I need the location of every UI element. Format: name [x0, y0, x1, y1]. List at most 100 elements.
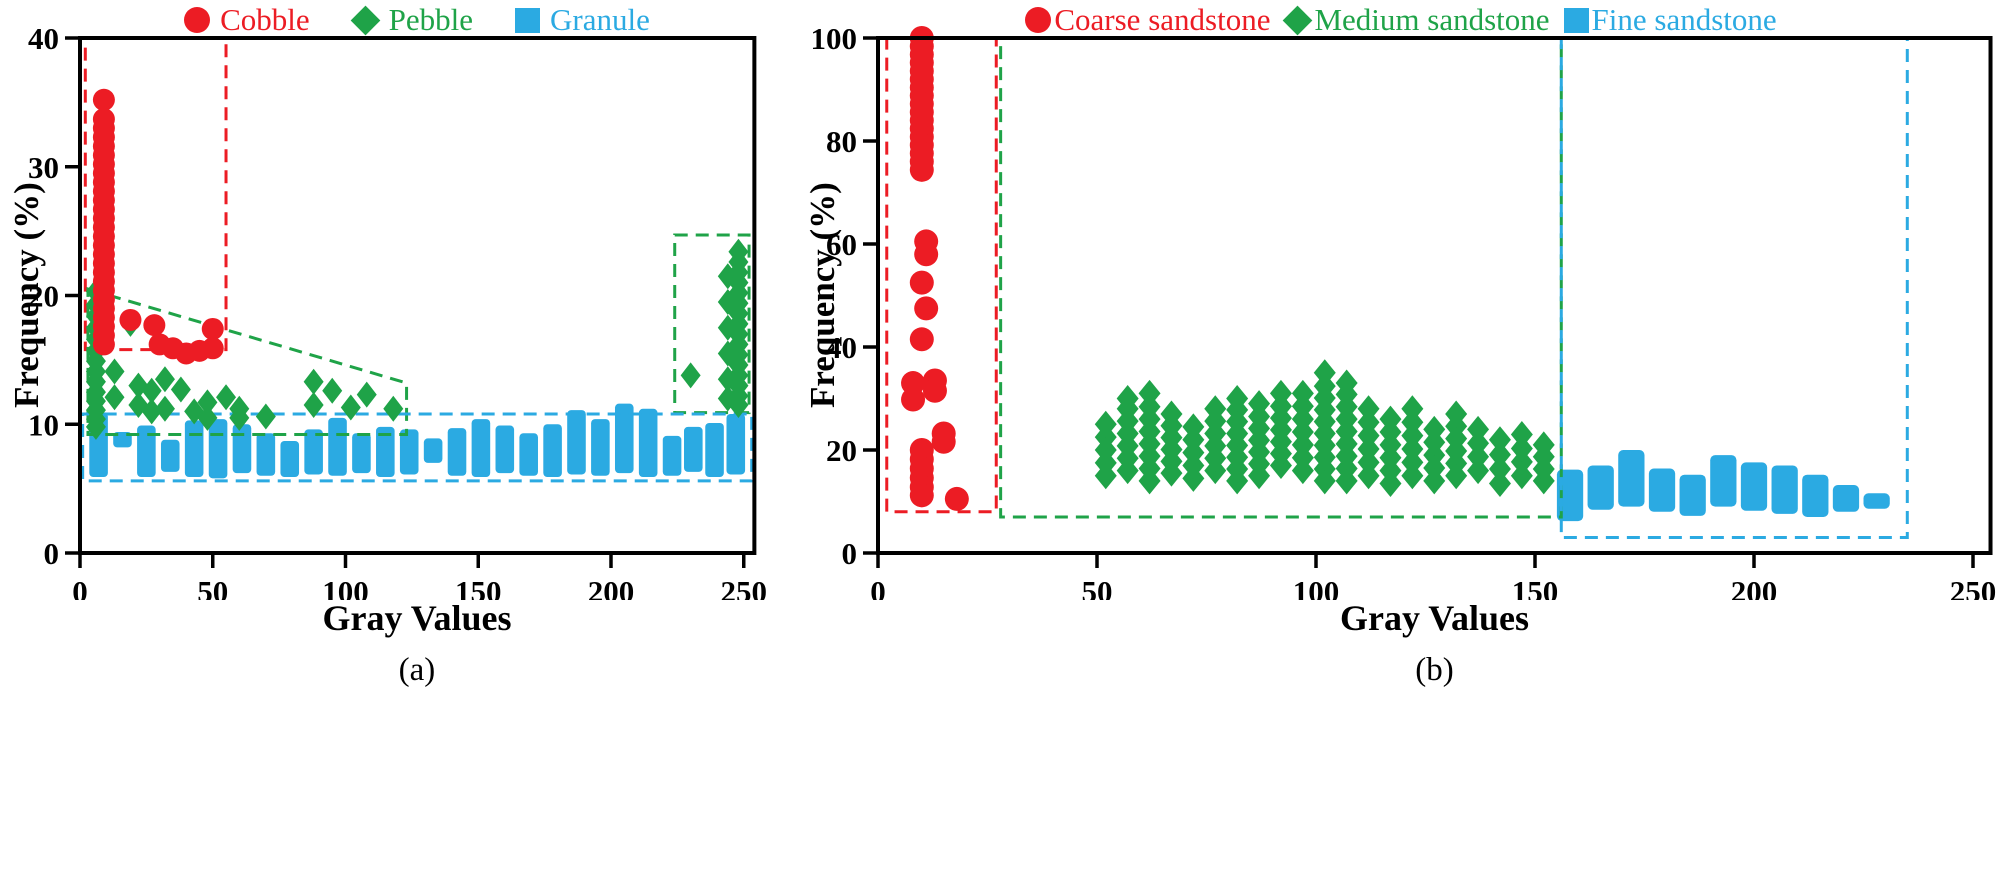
y-tick-label: 60	[826, 227, 857, 262]
diamond-marker	[141, 398, 162, 425]
diamond-marker	[680, 362, 701, 389]
ticks-layer: 0 50 100 150 200 250 0 10 20 30 40	[28, 21, 767, 600]
diamond-marker	[154, 366, 175, 393]
circle-marker	[901, 371, 926, 396]
diamond-marker	[1138, 379, 1161, 407]
circle-marker	[119, 308, 142, 331]
chart-a-plot: 0 50 100 150 200 250 0 10 20 30 40	[28, 21, 767, 600]
regions-layer	[81, 36, 754, 483]
diamond-marker	[303, 368, 324, 395]
y-tick-label: 100	[811, 21, 858, 56]
diamond-marker	[1226, 385, 1249, 412]
bar-marker	[1740, 462, 1768, 511]
x-tick-label: 0	[72, 574, 88, 600]
diamond-marker	[383, 395, 404, 422]
y-tick-label: 20	[28, 279, 59, 314]
diamond-marker	[197, 389, 218, 416]
diamond-marker	[1094, 410, 1117, 438]
diamond-marker	[1532, 431, 1555, 459]
diamond-marker	[85, 413, 106, 440]
granule-square-icon	[515, 7, 541, 33]
fine-sandstone-square-icon	[1563, 7, 1589, 33]
bar-marker	[423, 438, 443, 463]
legend-label-pebble: Pebble	[388, 2, 474, 37]
bar-marker	[184, 420, 204, 478]
x-axis-title-b: Gray Values	[1339, 598, 1530, 638]
diamond-marker	[1335, 369, 1358, 397]
legend-item-fine-sandstone: Fine sandstone	[1563, 3, 1777, 37]
x-tick-label: 50	[1082, 574, 1113, 600]
bar-marker	[1618, 450, 1645, 507]
plot-frame	[876, 36, 1993, 555]
y-tick-label: 30	[28, 150, 59, 185]
circle-marker	[914, 296, 939, 321]
diamond-marker	[1182, 413, 1205, 441]
circle-marker	[201, 317, 224, 340]
legend-b: Coarse sandstone Medium sandstone Fine s…	[806, 2, 1996, 38]
x-tick-label: 250	[721, 574, 768, 600]
diamond-marker	[1204, 395, 1227, 423]
bar-marker	[208, 419, 228, 479]
y-tick-label: 10	[28, 407, 59, 442]
diamond-marker	[170, 376, 191, 403]
diamond-marker	[255, 403, 276, 430]
circle-marker	[944, 486, 969, 511]
bar-marker	[495, 425, 515, 474]
diamond-marker	[1467, 415, 1490, 443]
bar-marker	[471, 419, 491, 478]
legend-label-cobble: Cobble	[220, 2, 310, 37]
bar-marker	[328, 417, 347, 476]
legend-a: Cobble Pebble Granule	[80, 2, 754, 38]
bar-marker	[591, 419, 610, 476]
x-tick-label: 100	[1293, 574, 1340, 600]
diamond-marker	[1467, 429, 1490, 457]
legend-label-coarse-sandstone: Coarse sandstone	[1054, 2, 1271, 37]
ticks-layer: 0 50 100 150 200 250 0 20 40 60 80 100	[811, 21, 1997, 600]
diamond-marker	[1313, 359, 1336, 387]
diamond-marker	[1467, 457, 1490, 485]
bar-marker	[543, 424, 562, 478]
bar-marker	[567, 410, 586, 475]
y-tick-label: 0	[842, 536, 858, 571]
circle-marker	[201, 337, 224, 360]
subplot-label-b: (b)	[1415, 652, 1454, 688]
bar-marker	[256, 433, 276, 476]
bar-marker	[1556, 469, 1584, 522]
granule-region	[81, 412, 754, 483]
pebble-region	[86, 287, 409, 437]
diamond-marker	[1488, 469, 1511, 497]
circle-marker	[909, 157, 934, 182]
bar-marker	[232, 424, 252, 474]
bar-marker	[1648, 468, 1676, 512]
circle-marker	[931, 429, 956, 454]
bars-layer	[89, 403, 746, 479]
bar-marker	[1802, 474, 1829, 517]
bar-marker	[1832, 485, 1860, 512]
legend-item-granule: Granule	[515, 3, 650, 37]
x-axis-title-a: Gray Values	[322, 598, 512, 638]
bar-marker	[726, 413, 746, 475]
circle-marker	[92, 333, 115, 356]
circle-layer	[92, 88, 224, 365]
bar-marker	[304, 429, 323, 475]
diamond-marker	[229, 404, 250, 431]
y-tick-label: 80	[826, 124, 857, 159]
diamond-marker	[1401, 395, 1424, 423]
diamond-marker	[1510, 462, 1533, 490]
bar-marker	[280, 440, 300, 478]
bar-marker	[1587, 465, 1614, 510]
legend-item-medium-sandstone: Medium sandstone	[1283, 3, 1550, 37]
diamond-marker	[1488, 441, 1511, 469]
diamond-marker	[1510, 421, 1533, 449]
x-tick-label: 250	[1950, 574, 1997, 600]
diamond-marker	[1160, 400, 1183, 428]
bar-marker	[447, 428, 467, 476]
x-tick-label: 200	[1731, 574, 1778, 600]
y-tick-label: 0	[44, 536, 60, 571]
bar-marker	[705, 422, 724, 478]
bar-marker	[376, 426, 395, 478]
diamond-marker	[1488, 426, 1511, 454]
bar-marker	[519, 433, 538, 476]
x-tick-label: 200	[588, 574, 635, 600]
